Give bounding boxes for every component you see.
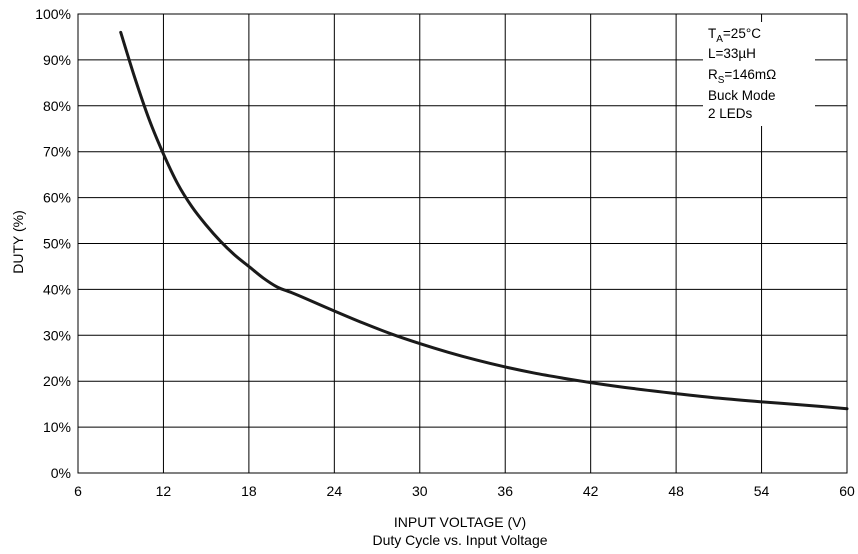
annotation-mode: Buck Mode (708, 88, 776, 103)
y-tick-label: 100% (35, 6, 71, 22)
x-tick-label: 48 (668, 483, 684, 499)
x-tick-label: 60 (839, 483, 855, 499)
condition-annotation: TA=25°C L=33µH RS=146mΩ Buck Mode 2 LEDs (703, 22, 815, 126)
plot-frame (77, 13, 848, 474)
y-tick-label: 60% (43, 190, 71, 206)
x-tick-label: 18 (241, 483, 257, 499)
y-tick-label: 0% (51, 465, 71, 481)
annotation-inductance: L=33µH (708, 46, 756, 61)
x-tick-label: 42 (583, 483, 599, 499)
x-tick-label: 54 (754, 483, 770, 499)
y-tick-label: 70% (43, 144, 71, 160)
series-line-0 (119, 30, 849, 411)
y-tick-label: 50% (43, 236, 71, 252)
annotation-ta: TA=25°C (708, 26, 761, 45)
annotation-ta-sub: A (716, 34, 723, 45)
plot-border (77, 13, 848, 474)
annotation-leds: 2 LEDs (708, 106, 753, 121)
y-tick-label: 80% (43, 98, 71, 114)
x-tick-label: 24 (327, 483, 343, 499)
series-layer (119, 30, 849, 411)
y-tick-label: 90% (43, 52, 71, 68)
tick-labels: 6 12 18 24 30 36 42 48 54 60 0% 10% 20% 30% 40% 50% 60% 7… (35, 6, 855, 499)
annotation-rs: RS=146mΩ (708, 67, 776, 86)
y-tick-label: 30% (43, 327, 71, 343)
x-axis-title: INPUT VOLTAGE (V) (394, 514, 526, 530)
x-tick-label: 36 (497, 483, 513, 499)
y-tick-label: 20% (43, 373, 71, 389)
chart-title: Duty Cycle vs. Input Voltage (372, 532, 547, 548)
y-tick-label: 10% (43, 419, 71, 435)
x-tick-label: 12 (156, 483, 172, 499)
annotation-rs-main: R (708, 67, 718, 82)
annotation-rs-rest: =146mΩ (724, 67, 776, 82)
annotation-rs-sub: S (718, 75, 725, 86)
x-tick-label: 30 (412, 483, 428, 499)
annotation-background (703, 22, 815, 126)
annotation-ta-rest: =25°C (723, 26, 761, 41)
x-tick-label: 6 (74, 483, 82, 499)
annotation-ta-main: T (708, 26, 716, 41)
y-tick-label: 40% (43, 281, 71, 297)
y-axis-title: DUTY (%) (10, 210, 26, 274)
